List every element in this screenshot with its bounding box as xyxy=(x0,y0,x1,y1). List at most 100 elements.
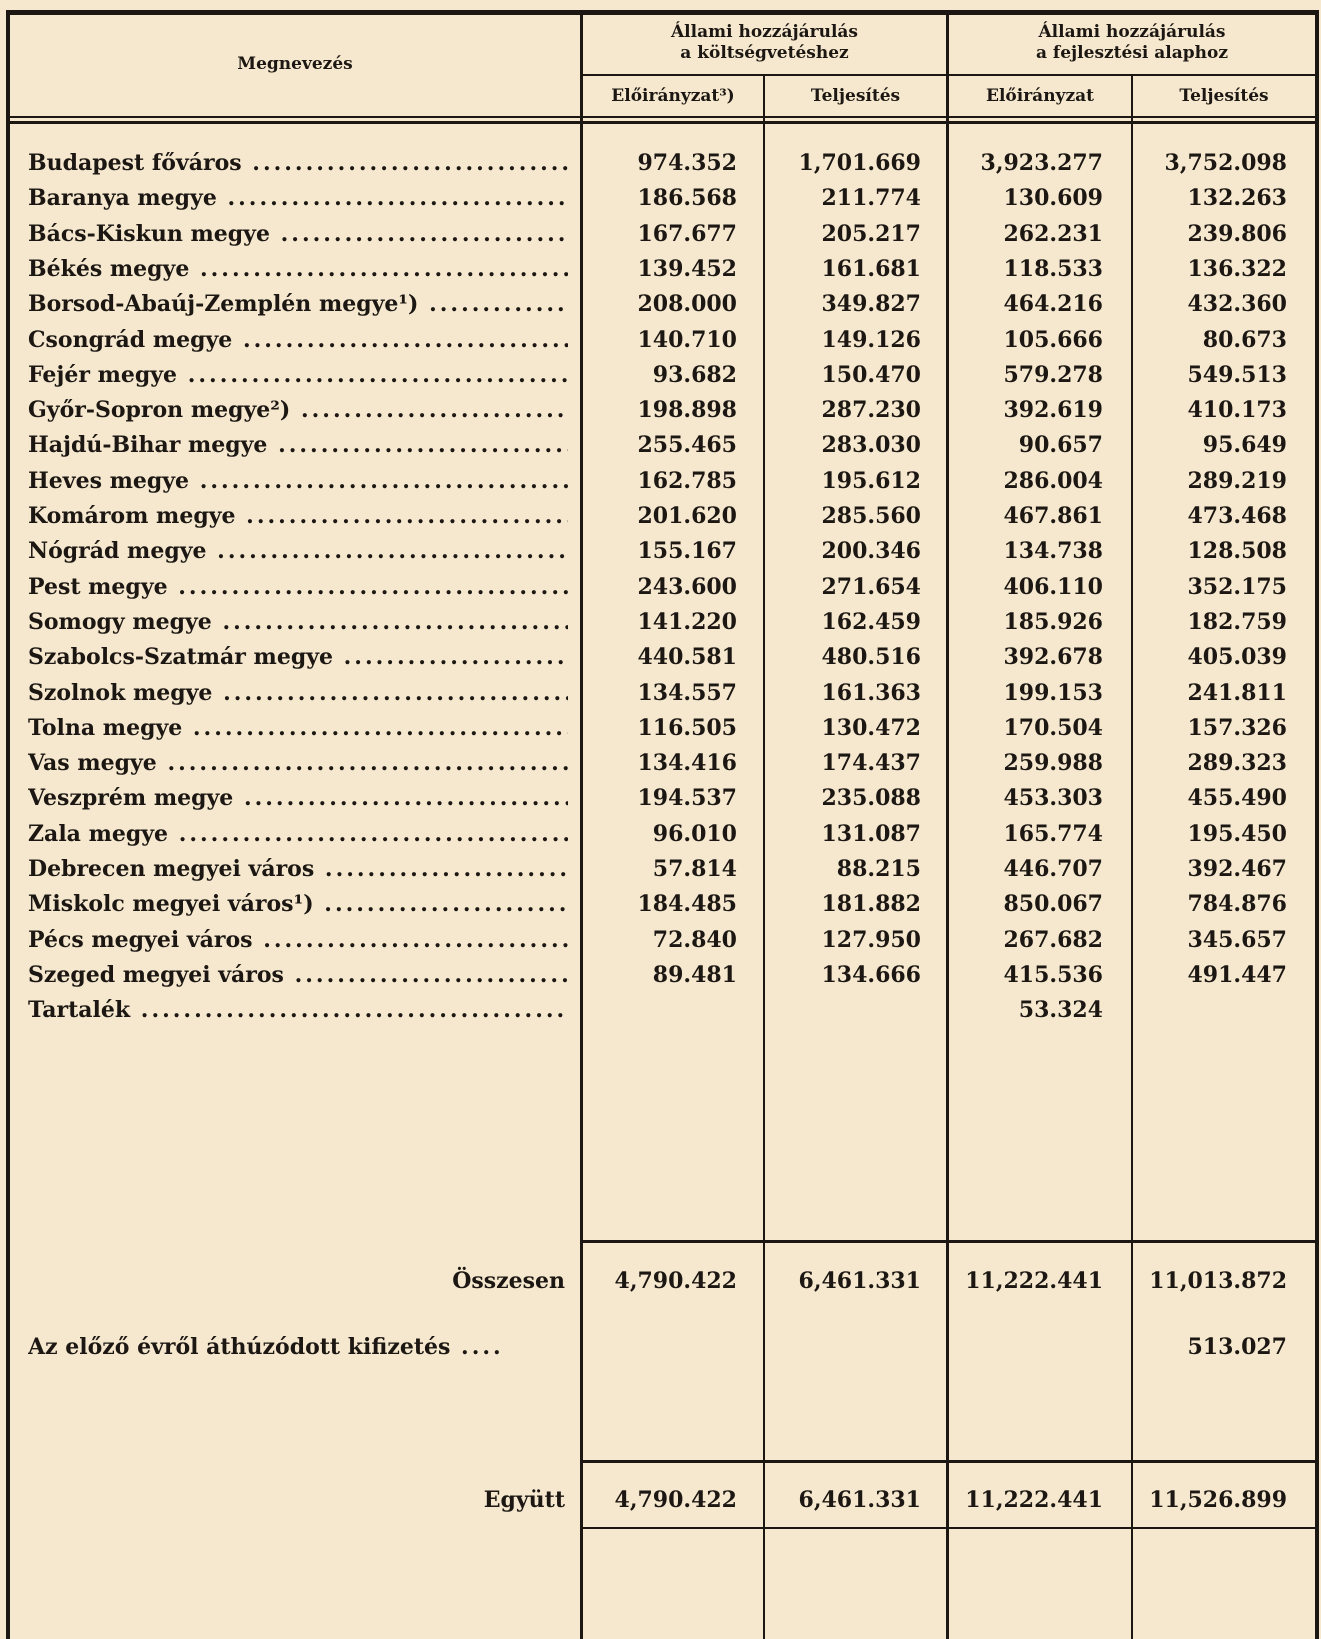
cell-value: 181.882 xyxy=(821,891,921,918)
leader-dots: ........................................… xyxy=(167,750,568,777)
cell-value: 410.173 xyxy=(1187,397,1287,424)
row-label-text: Csongrád megye xyxy=(28,326,233,353)
row-label-text: Nógrád megye xyxy=(28,538,207,565)
top-rule xyxy=(6,10,1317,15)
header-group-koltsegvetes: Állami hozzájárulás a költségvetéshez xyxy=(583,22,946,64)
cell-value: 134.416 xyxy=(637,750,737,777)
leader-dots: ........................................… xyxy=(199,255,568,282)
row-label: Miskolc megyei város¹) .................… xyxy=(28,891,568,917)
table-row: Fejér megye ............................… xyxy=(0,362,1321,397)
leader-dots: ........................................… xyxy=(324,891,568,918)
right-border xyxy=(1315,10,1319,1639)
cell-value: 130.609 xyxy=(1003,185,1103,212)
header-line: Állami hozzájárulás xyxy=(670,22,859,42)
cell-value: 201.620 xyxy=(637,503,737,529)
row-label: Tolna megye ............................… xyxy=(28,715,568,741)
row-label: Szeged megyei város ....................… xyxy=(28,962,568,988)
cell-value: 134.738 xyxy=(1003,538,1103,565)
cell-value: 105.666 xyxy=(1003,326,1103,353)
total-label: Együtt xyxy=(483,1487,565,1513)
cell-value: 211.774 xyxy=(821,185,921,212)
cell-value: 549.513 xyxy=(1187,361,1287,388)
leader-dots: ........................................… xyxy=(223,679,568,706)
cell-value: 200.346 xyxy=(821,538,921,565)
cell-value: 850.067 xyxy=(1003,891,1103,918)
cell-value: 3,923.277 xyxy=(980,150,1103,176)
row-label-text: Heves megye xyxy=(28,467,190,494)
cell-value: 149.126 xyxy=(821,326,921,353)
leader-dots: ........................................… xyxy=(278,432,568,459)
cell-value: 118.533 xyxy=(1003,255,1103,282)
cell-value: 194.537 xyxy=(637,785,737,812)
header-line: Állami hozzájárulás xyxy=(1038,22,1226,42)
header-rule xyxy=(6,121,1317,124)
leader-dots: ........................................… xyxy=(300,397,568,424)
row-label: Szabolcs-Szatmár megye .................… xyxy=(28,644,568,670)
cell-value: 131.087 xyxy=(821,820,921,847)
row-label-text: Zala megye xyxy=(28,820,169,847)
cell-value: 116.505 xyxy=(637,714,737,741)
cell-value: 141.220 xyxy=(637,608,737,635)
row-label-text: Tartalék xyxy=(28,997,131,1024)
row-label-text: Komárom megye xyxy=(28,503,236,529)
row-label: Somogy megye ...........................… xyxy=(28,609,568,635)
row-label: Vas megye ..............................… xyxy=(28,750,568,776)
leader-dots: ........................................… xyxy=(192,714,568,741)
leader-dots: ........................................… xyxy=(252,150,568,176)
leader-dots: .... xyxy=(450,1334,504,1360)
cell-value: 88.215 xyxy=(836,856,921,882)
bottom-rule xyxy=(583,1527,1315,1529)
table-row: Borsod-Abaúj-Zemplén megye¹) ...........… xyxy=(0,291,1321,326)
row-label: Tartalék ...............................… xyxy=(28,997,568,1023)
table-row: Pécs megyei város ......................… xyxy=(0,927,1321,962)
row-label-text: Tolna megye xyxy=(28,714,183,741)
row-label: Pest megye .............................… xyxy=(28,574,568,600)
row-label: Budapest főváros .......................… xyxy=(28,150,568,176)
group-rule xyxy=(583,74,1315,76)
table-row: Zala megye .............................… xyxy=(0,821,1321,856)
header-line: a költségvetéshez xyxy=(680,43,849,63)
subheader-teljesites: Teljesítés xyxy=(810,86,901,106)
cell-value: 57.814 xyxy=(652,856,737,882)
cell-value: 161.681 xyxy=(821,255,921,282)
header-rule xyxy=(6,116,1317,118)
leader-dots: ........................................… xyxy=(178,820,568,847)
cell-value: 162.459 xyxy=(821,608,921,635)
cell-value: 241.811 xyxy=(1187,679,1287,706)
row-label-text: Szolnok megye xyxy=(28,679,213,706)
cell-value: 93.682 xyxy=(652,361,737,388)
cell-value: 72.840 xyxy=(652,926,737,953)
leader-dots: ........................................… xyxy=(227,185,568,212)
cell-value: 208.000 xyxy=(637,291,737,318)
cell-value: 11,222.441 xyxy=(965,1487,1103,1513)
row-label: Bács-Kiskun megye ......................… xyxy=(28,221,568,247)
cell-value: 150.470 xyxy=(821,361,921,388)
row-label: Heves megye ............................… xyxy=(28,468,568,494)
cell-value: 235.088 xyxy=(821,785,921,812)
row-label-text: Szeged megyei város xyxy=(28,961,284,988)
cell-value: 392.678 xyxy=(1003,644,1103,671)
leader-dots: ........................................… xyxy=(140,997,568,1024)
row-label-text: Borsod-Abaúj-Zemplén megye¹) xyxy=(28,291,419,318)
table-row: Tartalék ...............................… xyxy=(0,997,1321,1032)
table-row: Győr-Sopron megye²) ....................… xyxy=(0,397,1321,432)
cell-value: 405.039 xyxy=(1187,644,1287,671)
row-label-text: Debrecen megyei város xyxy=(28,856,315,882)
col-divider xyxy=(1131,75,1133,1639)
row-label: Debrecen megyei város ..................… xyxy=(28,856,568,882)
total-rule xyxy=(583,1460,1315,1463)
cell-value: 239.806 xyxy=(1187,220,1287,247)
leader-dots: ........................................… xyxy=(343,644,568,671)
cell-value: 182.759 xyxy=(1187,608,1287,635)
cell-value: 1,701.669 xyxy=(798,150,921,176)
table-row: Szabolcs-Szatmár megye .................… xyxy=(0,644,1321,679)
cell-value: 974.352 xyxy=(637,150,737,176)
row-label: Baranya megye ..........................… xyxy=(28,185,568,211)
table-row: Csongrád megye .........................… xyxy=(0,327,1321,362)
header-megnevezes: Megnevezés xyxy=(237,54,353,74)
cell-value: 53.324 xyxy=(1018,997,1103,1024)
cell-value: 259.988 xyxy=(1003,750,1103,777)
cell-value: 285.560 xyxy=(821,503,921,529)
cell-value: 287.230 xyxy=(821,397,921,424)
cell-value: 255.465 xyxy=(637,432,737,459)
